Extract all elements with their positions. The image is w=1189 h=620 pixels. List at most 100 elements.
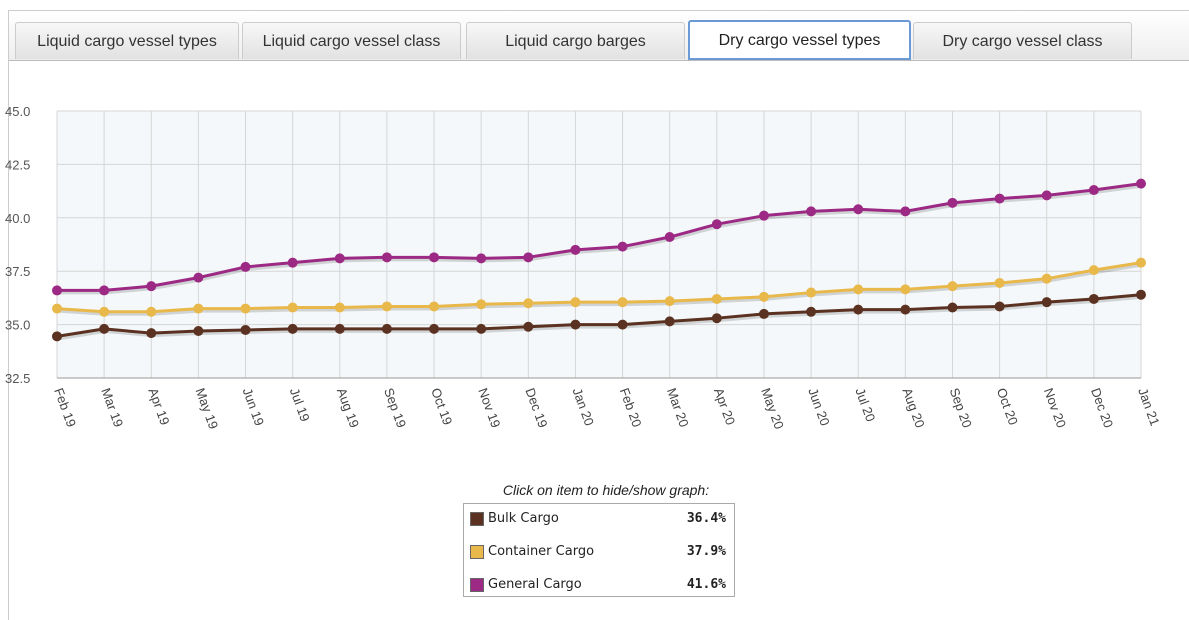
x-tick-label: Apr 20 <box>711 386 738 427</box>
data-point <box>711 313 722 324</box>
x-tick-label: Jan 20 <box>570 386 597 428</box>
line-shadow <box>57 262 1143 316</box>
x-tick-label: Oct 19 <box>428 386 455 427</box>
series-line <box>56 261 1142 314</box>
data-point <box>758 210 769 221</box>
data-point <box>146 281 157 292</box>
data-point <box>193 303 204 314</box>
data-point <box>523 321 534 332</box>
data-point <box>853 204 864 215</box>
data-point <box>711 219 722 230</box>
y-tick-label: 45.0 <box>5 104 30 119</box>
x-tick-label: Jun 20 <box>805 386 832 428</box>
data-point <box>240 261 251 272</box>
data-point <box>570 319 581 330</box>
x-tick-label: Dec 19 <box>522 386 550 430</box>
legend-swatch <box>470 545 484 559</box>
data-point <box>1041 190 1052 201</box>
data-point <box>240 303 251 314</box>
x-tick-label: Jan 21 <box>1135 386 1162 428</box>
tab[interactable]: Dry cargo vessel types <box>688 20 911 60</box>
x-tick-label: Jul 19 <box>287 386 313 424</box>
data-point <box>664 232 675 243</box>
x-tick-label: Sep 19 <box>381 386 409 430</box>
data-point <box>994 193 1005 204</box>
data-point <box>900 304 911 315</box>
data-point <box>193 326 204 337</box>
data-point <box>853 304 864 315</box>
data-point <box>429 252 440 263</box>
legend-item[interactable]: Container Cargo 37.9% <box>468 542 726 562</box>
x-tick-label: Mar 19 <box>98 386 126 429</box>
x-tick-label: Dec 20 <box>1088 386 1116 430</box>
data-point <box>994 277 1005 288</box>
x-tick-label: Mar 20 <box>664 386 692 429</box>
y-tick-label: 32.5 <box>5 371 30 386</box>
legend-label: Container Cargo <box>488 544 595 559</box>
data-point <box>287 323 298 334</box>
x-tick-label: Sep 20 <box>947 386 975 430</box>
data-point <box>523 298 534 309</box>
x-tick-label: Oct 20 <box>994 386 1021 427</box>
x-tick-label: Aug 19 <box>334 386 362 430</box>
data-point <box>334 302 345 313</box>
data-point <box>52 285 62 296</box>
data-point <box>570 297 581 308</box>
data-point <box>758 308 769 319</box>
line-shadow <box>57 294 1143 341</box>
legend-item[interactable]: Bulk Cargo 36.4% <box>468 509 726 529</box>
data-point <box>853 284 864 295</box>
legend-value: 36.4% <box>686 511 726 526</box>
data-point <box>476 253 487 264</box>
data-point <box>947 197 958 208</box>
legend-item[interactable]: General Cargo 41.6% <box>468 575 726 595</box>
data-point <box>1136 289 1146 300</box>
data-point <box>52 303 62 314</box>
data-point <box>947 302 958 313</box>
data-point <box>476 299 487 310</box>
data-point <box>334 253 345 264</box>
data-point <box>334 323 345 334</box>
legend-swatch <box>470 578 484 592</box>
legend-swatch <box>470 512 484 526</box>
tab[interactable]: Liquid cargo vessel types <box>15 22 239 59</box>
panel-frame <box>8 10 1189 620</box>
y-tick-label: 37.5 <box>5 264 30 279</box>
data-point <box>381 323 392 334</box>
data-point <box>381 301 392 312</box>
tab[interactable]: Liquid cargo vessel class <box>242 22 461 59</box>
data-point <box>806 306 817 317</box>
data-point <box>806 206 817 217</box>
data-point <box>99 323 110 334</box>
y-tick-label: 35.0 <box>5 318 30 333</box>
tab[interactable]: Liquid cargo barges <box>466 22 685 59</box>
y-tick-label: 40.0 <box>5 211 30 226</box>
data-point <box>287 302 298 313</box>
data-point <box>617 297 628 308</box>
data-point <box>476 323 487 334</box>
data-point <box>806 287 817 298</box>
data-point <box>523 252 534 263</box>
legend-value: 37.9% <box>686 544 726 559</box>
data-point <box>617 241 628 252</box>
legend-label: General Cargo <box>488 577 582 592</box>
data-point <box>193 272 204 283</box>
data-point <box>287 257 298 268</box>
data-point <box>617 319 628 330</box>
x-tick-label: Nov 19 <box>475 386 503 430</box>
data-point <box>429 323 440 334</box>
x-tick-label: Nov 20 <box>1041 386 1069 430</box>
x-tick-label: May 19 <box>193 386 222 431</box>
x-tick-label: Apr 19 <box>145 386 172 427</box>
data-point <box>240 324 251 335</box>
tab[interactable]: Dry cargo vessel class <box>913 22 1132 59</box>
plot-background <box>57 111 1141 378</box>
legend: Bulk Cargo 36.4% Container Cargo 37.9% Gener… <box>463 503 735 597</box>
data-point <box>758 291 769 302</box>
series-line <box>56 293 1142 338</box>
data-point <box>900 206 911 217</box>
data-point <box>1041 273 1052 284</box>
x-tick-label: Jul 20 <box>852 386 878 424</box>
y-tick-label: 42.5 <box>5 157 30 172</box>
